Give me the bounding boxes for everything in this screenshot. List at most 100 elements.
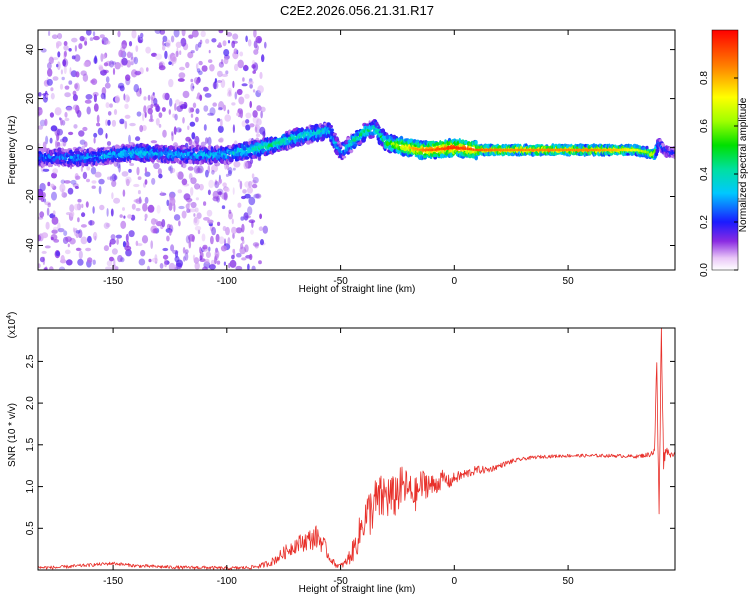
spectrogram-noise-blob <box>85 201 89 208</box>
spectrogram-noise-blob <box>162 129 167 138</box>
spectrogram-ridge-cell <box>328 124 333 129</box>
spectrogram-noise-blob <box>124 103 129 110</box>
spectrogram-noise-blob <box>143 96 147 101</box>
spectrogram-ridge-core <box>462 147 464 150</box>
spectrogram-ridge-core <box>492 148 494 152</box>
spectrogram-noise-blob <box>252 176 259 184</box>
spectrogram-noise-blob <box>240 236 245 241</box>
spectrogram-noise-blob <box>150 240 153 250</box>
spectrogram-noise-blob <box>208 49 211 54</box>
spectrogram-noise-blob <box>47 68 53 77</box>
spectrogram-noise-blob <box>250 229 254 235</box>
spectrogram-noise-blob <box>144 213 148 219</box>
spectrogram-noise-blob <box>52 76 59 81</box>
spectrogram-noise-blob <box>57 228 65 233</box>
spectrogram-noise-blob <box>248 180 253 188</box>
spectrogram-noise-blob <box>147 204 155 213</box>
spectrogram-noise-blob <box>85 247 92 252</box>
spectrogram-noise-blob <box>129 163 135 166</box>
spectrogram-noise-blob <box>214 249 220 259</box>
spectrogram-noise-blob <box>119 214 123 218</box>
spectrogram-noise-blob <box>63 44 69 51</box>
spectrogram-ridge-cell <box>656 148 659 153</box>
spectrogram-noise-blob <box>181 178 188 186</box>
spectrogram-noise-blob <box>217 221 221 226</box>
spectrogram-ridge-core <box>441 147 443 151</box>
spectrogram-noise-blob <box>134 70 142 76</box>
spectrogram-ridge-core <box>489 148 491 152</box>
spectrogram-noise-blob <box>255 123 258 128</box>
spectrogram-noise-blob <box>203 124 207 131</box>
spectrogram-ridge-core <box>459 146 461 150</box>
spectrogram-noise-blob <box>110 234 116 240</box>
spectrogram-ridge-cell <box>91 151 97 155</box>
spectrogram-noise-blob <box>248 196 256 206</box>
spectrogram-noise-blob <box>175 50 179 58</box>
snr-panel: -150 -100 -50 0 50 0.5 1.0 1.5 2.0 2.5 Height of… <box>6 312 676 595</box>
spectrogram-noise-blob <box>113 109 118 115</box>
spectrogram-noise-blob <box>130 61 134 66</box>
spectrogram-noise-blob <box>79 35 85 42</box>
spectrogram-noise-blob <box>204 258 210 265</box>
spectrogram-noise-blob <box>91 78 98 85</box>
spectrogram-noise-blob <box>79 139 86 145</box>
spectrogram-noise-blob <box>105 40 111 45</box>
spectrogram-ridge-core <box>610 148 612 152</box>
spectrogram-noise-blob <box>111 61 117 65</box>
spectrogram-noise-blob <box>66 259 73 266</box>
spectrogram-noise-blob <box>48 30 51 36</box>
spectrogram-noise-blob <box>156 204 161 214</box>
spectrogram-ridge-core <box>531 148 533 152</box>
spectrogram-ridge-core <box>616 148 618 152</box>
spectrogram-noise-blob <box>159 30 166 35</box>
spectrogram-noise-blob <box>122 241 127 248</box>
spectrogram-noise-blob <box>234 63 239 72</box>
spectrogram-noise-blob <box>158 112 163 118</box>
spectrogram-noise-blob <box>193 216 198 224</box>
spectrogram-heatmap <box>38 30 675 270</box>
spectrogram-noise-blob <box>102 53 107 60</box>
spectrogram-ridge-cell <box>69 155 74 160</box>
spectrogram-noise-blob <box>38 263 41 269</box>
spectrogram-noise-blob <box>166 223 171 230</box>
spectrogram-noise-blob <box>217 70 223 78</box>
spectrogram-noise-blob <box>38 234 42 242</box>
spectrogram-noise-blob <box>68 80 73 85</box>
spectrogram-noise-blob <box>125 249 132 257</box>
spectrogram-noise-blob <box>45 221 50 230</box>
colorbar: 0.0 0.2 0.4 0.6 0.8 Normalized spectral ampl… <box>699 29 749 277</box>
spectrogram-ridge-cell <box>310 125 315 128</box>
spectrogram-noise-blob <box>143 105 147 114</box>
spectrogram-noise-blob <box>48 56 54 64</box>
spectrogram-noise-blob <box>251 64 256 69</box>
spectrogram-noise-blob <box>254 243 259 249</box>
spectrogram-noise-blob <box>255 133 261 137</box>
spectrogram-noise-blob <box>190 113 194 118</box>
spectrogram-ridge-cell <box>251 147 255 150</box>
spectrogram-noise-blob <box>82 73 89 82</box>
spectrogram-ridge-cell <box>474 155 479 161</box>
spectrogram-noise-blob <box>240 243 244 250</box>
colorbar-tick-label: 0.6 <box>699 119 710 133</box>
spectrogram-noise-blob <box>81 212 86 218</box>
spectrogram-ridge-core <box>527 148 529 152</box>
spectrogram-noise-blob <box>164 260 170 265</box>
spectrogram-noise-blob <box>188 208 192 213</box>
spectrogram-noise-blob <box>210 235 214 245</box>
spectrogram-ridge-core <box>567 148 569 152</box>
spectrogram-noise-blob <box>168 109 171 115</box>
spectrogram-noise-blob <box>194 225 202 231</box>
spectrogram-noise-blob <box>106 208 109 217</box>
spectrogram-noise-blob <box>92 231 98 241</box>
spectrogram-noise-blob <box>135 136 141 142</box>
spectrogram-ridge-core <box>613 148 615 152</box>
spectrogram-noise-blob <box>205 38 210 44</box>
spectrogram-ridge-core <box>568 148 570 152</box>
snr-x-axis-label: Height of straight line (km) <box>299 584 416 595</box>
spectrogram-noise-blob <box>64 111 68 118</box>
spectrogram-noise-blob <box>162 45 166 51</box>
spectrogram-noise-blob <box>49 266 54 270</box>
spectrogram-noise-blob <box>173 214 181 221</box>
snr-y-multiplier-base: (x10 <box>7 318 18 338</box>
spectrogram-noise-blob <box>121 57 128 66</box>
